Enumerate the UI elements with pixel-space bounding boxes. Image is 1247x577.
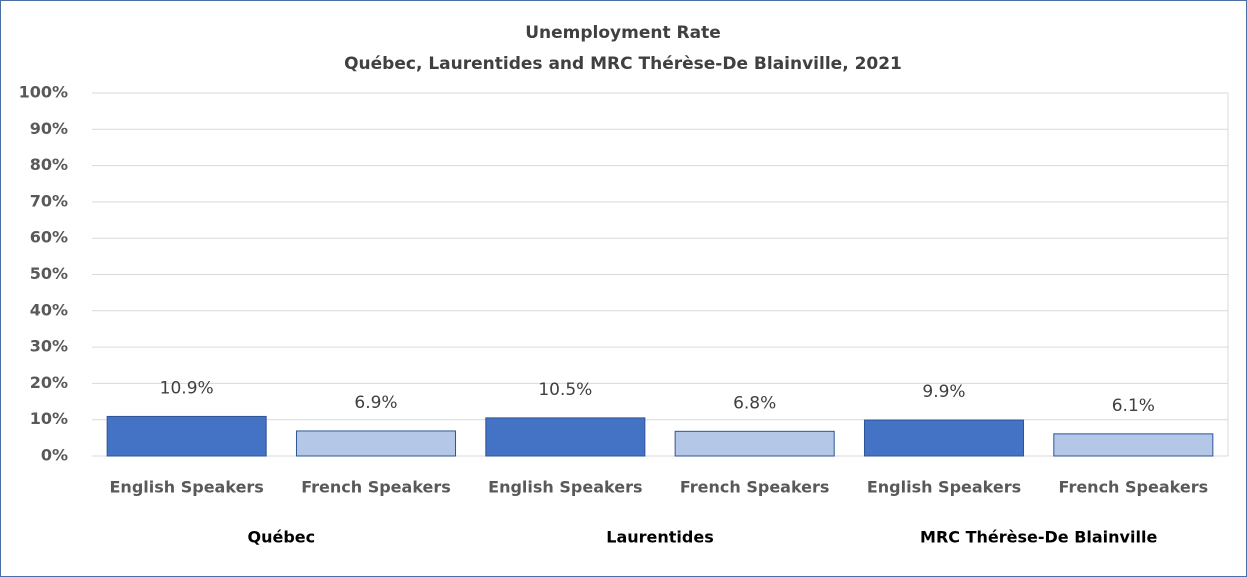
y-tick-label: 70% (30, 191, 68, 210)
y-tick-label: 80% (30, 155, 68, 174)
chart-title: Unemployment Rate (525, 23, 721, 43)
bar (674, 430, 835, 457)
y-tick-label: 30% (30, 337, 68, 356)
x-tick-label: English Speakers (110, 478, 264, 497)
bar (1053, 433, 1214, 457)
group-label: Québec (248, 528, 316, 547)
y-tick-label: 10% (30, 409, 68, 428)
data-label: 6.1% (1112, 396, 1155, 416)
x-tick-label: English Speakers (488, 478, 642, 497)
x-tick-label: French Speakers (680, 478, 830, 497)
bar (485, 417, 646, 457)
data-label: 10.5% (538, 380, 592, 400)
x-tick-label: English Speakers (867, 478, 1021, 497)
bar (863, 419, 1025, 457)
y-tick-label: 90% (30, 119, 68, 138)
data-label: 6.9% (354, 393, 397, 413)
bar (295, 430, 457, 457)
group-label: Laurentides (606, 528, 713, 547)
y-tick-label: 60% (30, 228, 68, 247)
y-tick-label: 50% (30, 264, 68, 283)
chart-subtitle: Québec, Laurentides and MRC Thérèse-De B… (344, 54, 902, 74)
y-tick-label: 40% (30, 300, 68, 319)
y-tick-label: 20% (30, 373, 68, 392)
x-tick-label: French Speakers (1059, 478, 1209, 497)
data-label: 9.9% (922, 382, 965, 402)
y-tick-label: 0% (41, 446, 68, 465)
group-label: MRC Thérèse-De Blainville (920, 528, 1157, 547)
y-tick-label: 100% (19, 83, 68, 102)
x-tick-label: French Speakers (301, 478, 451, 497)
bar (106, 415, 267, 457)
data-label: 10.9% (160, 378, 214, 398)
data-label: 6.8% (733, 393, 776, 413)
